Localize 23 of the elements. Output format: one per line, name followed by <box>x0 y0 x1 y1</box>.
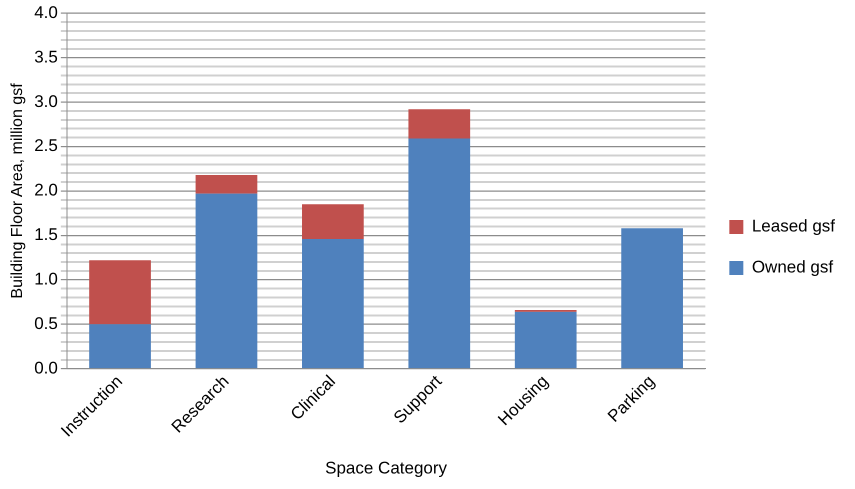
y-tick-label: 2.0 <box>34 180 58 200</box>
bar <box>408 109 470 139</box>
bar <box>302 204 364 239</box>
bar <box>89 260 151 324</box>
bar <box>196 174 258 194</box>
y-tick-label: 2.5 <box>34 136 58 156</box>
bar <box>408 138 470 368</box>
y-tick-label: 3.0 <box>34 92 58 111</box>
bar <box>514 312 577 368</box>
y-tick-label: 1.5 <box>34 225 58 244</box>
bar <box>196 194 258 368</box>
y-tick-label: 3.5 <box>34 47 58 66</box>
x-axis-title: Space Category <box>325 458 448 478</box>
bar <box>621 228 683 368</box>
y-tick-label: 0.0 <box>34 358 58 378</box>
y-axis-title: Building Floor Area, million gsf <box>9 82 26 299</box>
legend-label: Leased gsf <box>752 216 836 236</box>
y-tick-label: 4.0 <box>34 2 58 22</box>
y-tick-label: 0.5 <box>34 314 58 333</box>
bar <box>302 238 364 368</box>
bar <box>89 324 151 368</box>
y-tick-label: 1.0 <box>34 270 58 289</box>
legend-label: Owned gsf <box>752 258 834 277</box>
